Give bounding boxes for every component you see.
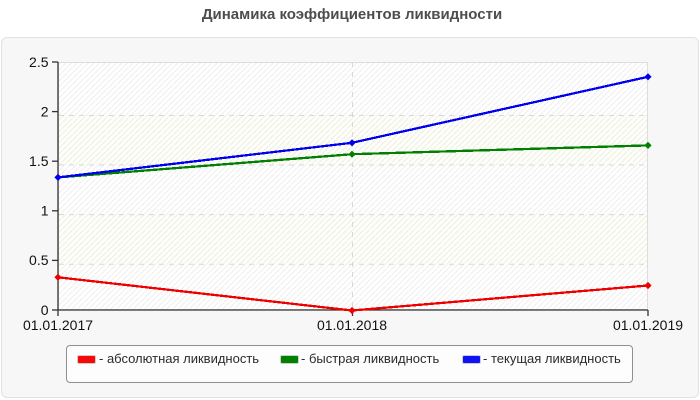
svg-text:01.01.2018: 01.01.2018 (317, 317, 387, 333)
svg-text:1: 1 (41, 203, 49, 219)
svg-text:0.5: 0.5 (29, 252, 49, 268)
svg-text:2.5: 2.5 (29, 54, 49, 70)
svg-text:01.01.2019: 01.01.2019 (613, 317, 683, 333)
svg-text:2: 2 (41, 103, 49, 119)
svg-text:01.01.2017: 01.01.2017 (23, 317, 93, 333)
svg-text:0: 0 (41, 302, 49, 318)
svg-text:1.5: 1.5 (29, 153, 49, 169)
